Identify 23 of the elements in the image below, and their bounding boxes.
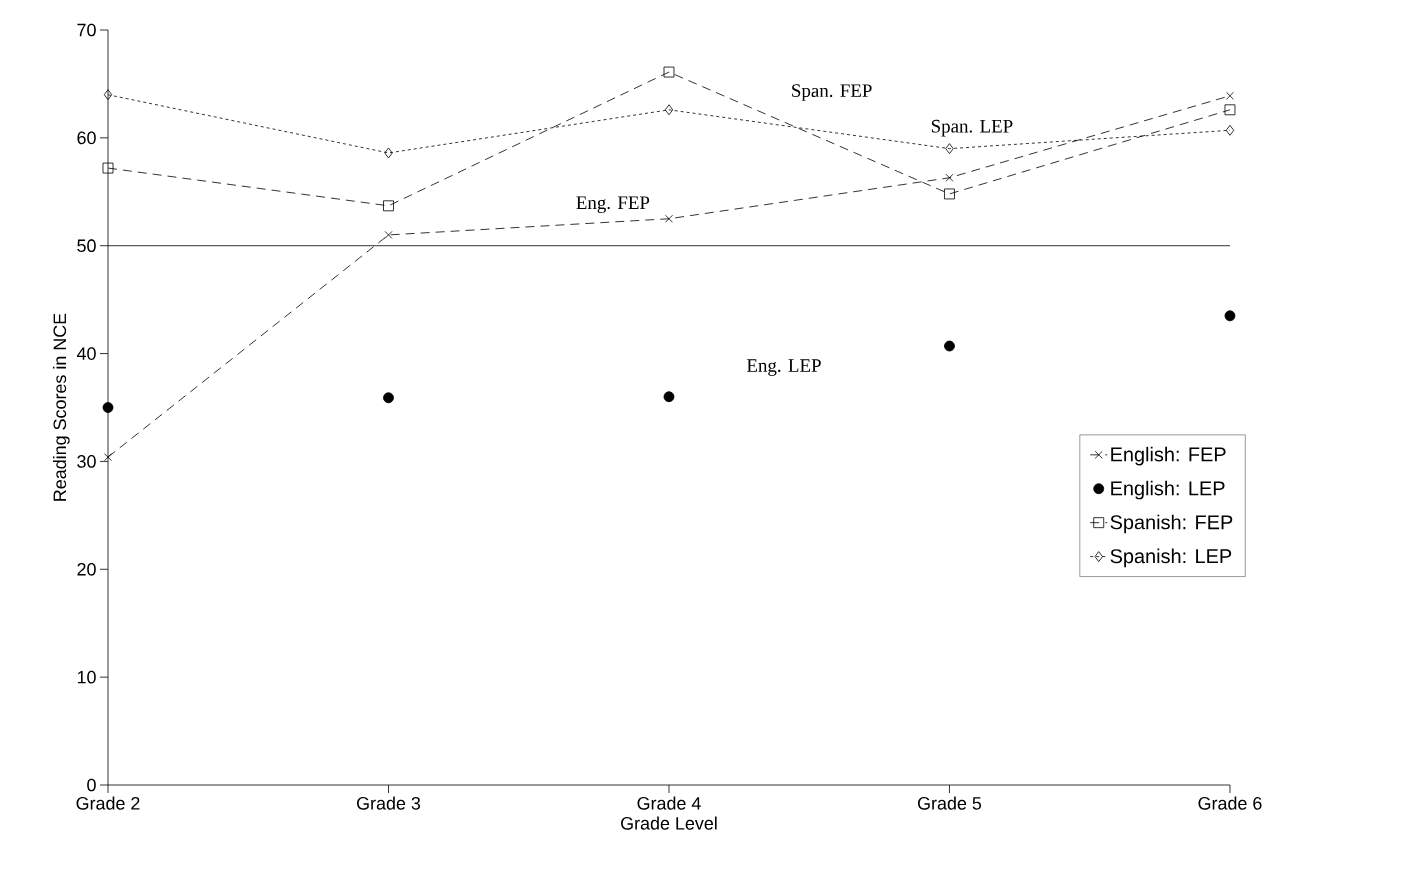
x-tick-label: Grade 3: [357, 796, 421, 810]
y-tick-label: 20: [77, 562, 96, 576]
y-tick-label: 50: [77, 239, 96, 253]
y-tick-label: 40: [76, 347, 96, 360]
y-tick-label: 70: [77, 23, 96, 37]
annotation: Span. LEP: [931, 119, 1013, 137]
x-tick-label: Grade 6: [1198, 796, 1262, 810]
legend-label: Spanish: LEP: [1110, 548, 1232, 568]
legend-label: English: FEP: [1111, 446, 1226, 466]
x-tick-label: Grade 4: [637, 796, 701, 810]
x-tick-label: Grade 5: [917, 796, 982, 810]
y-tick-label: 30: [77, 455, 96, 468]
y-tick-label: 0: [87, 778, 96, 792]
annotation: Span. FEP: [792, 84, 872, 101]
x-tick-label: Grade 2: [76, 796, 140, 810]
legend-label: Spanish: FEP: [1110, 514, 1233, 534]
y-tick-label: 10: [77, 670, 96, 684]
annotation: Eng. LEP: [746, 359, 821, 376]
y-tick-label: 60: [77, 131, 96, 145]
legend-label: English: LEP: [1111, 480, 1225, 500]
annotation: Eng. FEP: [576, 196, 650, 213]
y-axis-title: Reading Scores in NCE: [52, 313, 70, 501]
x-axis-title: Grade Level: [621, 816, 717, 830]
